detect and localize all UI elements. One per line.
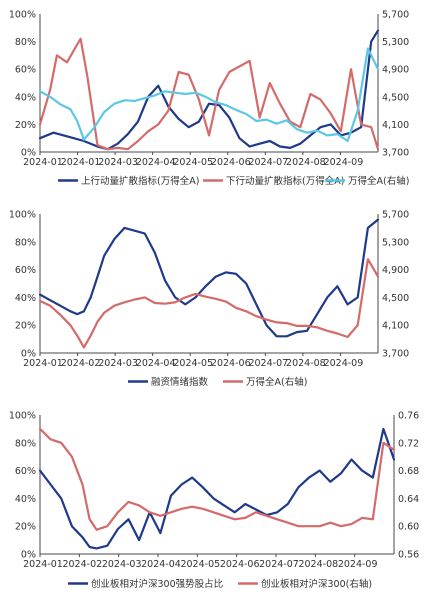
y2-tick-label: 5,300 bbox=[382, 37, 409, 48]
y-tick-label: 0% bbox=[21, 349, 36, 360]
y2-tick-label: 0.60 bbox=[398, 522, 419, 533]
y-tick-label: 100% bbox=[9, 210, 36, 221]
x-tick-label: 2024-06 bbox=[211, 358, 251, 369]
y2-tick-label: 4,100 bbox=[382, 321, 409, 332]
chart-panel-2: 0% 20% 40% 60% 80% 100% 3,700 4,100 4,500 4,900 5,… bbox=[9, 210, 409, 389]
y2-tick-label: 5,300 bbox=[382, 237, 409, 248]
y2-tick-label: 4,100 bbox=[382, 120, 409, 131]
legend-label: 上行动量扩散指标(万得全A) bbox=[81, 175, 199, 187]
x-tick-label: 2024-07 bbox=[259, 559, 299, 570]
series-line-2 bbox=[38, 37, 380, 151]
y-tick-label: 80% bbox=[15, 37, 36, 48]
x-tick-label: 2024-05 bbox=[173, 157, 213, 168]
x-tick-label: 2024-05 bbox=[173, 358, 213, 369]
x-tick-label: 2024-04 bbox=[136, 157, 176, 168]
y-tick-label: 60% bbox=[15, 265, 36, 276]
y2-tick-label: 0.68 bbox=[398, 466, 419, 477]
y2-tick-label: 5,700 bbox=[382, 210, 409, 221]
legend-label: 下行动量扩散指标(万得全A) bbox=[226, 175, 344, 187]
x-tick-label: 2024-09 bbox=[324, 358, 364, 369]
y-tick-label: 100% bbox=[9, 10, 36, 21]
legend-label: 创业板相对沪深300(右轴) bbox=[261, 578, 372, 590]
y2-tick-label: 0.76 bbox=[398, 411, 419, 422]
chart-panel-1: 0% 20% 40% 60% 80% 100% 3,700 4,100 4,500 4,900 5,… bbox=[9, 10, 410, 188]
chart-panel-3: 0% 20% 40% 60% 80% 100% 0.56 0.60 0.64 0.68 0.72 0.… bbox=[9, 411, 419, 591]
series-line-3 bbox=[38, 47, 380, 143]
x-tick-label: 2024-02 bbox=[61, 358, 101, 369]
y-tick-label: 40% bbox=[15, 293, 36, 304]
y2-tick-label: 0.72 bbox=[398, 438, 419, 449]
y2-tick-label: 4,900 bbox=[382, 265, 409, 276]
x-tick-label: 2024-07 bbox=[248, 358, 288, 369]
series-line-2 bbox=[38, 258, 380, 349]
x-tick-label: 2024-07 bbox=[248, 157, 288, 168]
series-line-1 bbox=[38, 427, 396, 550]
y-tick-label: 20% bbox=[15, 321, 36, 332]
series-line-2 bbox=[38, 427, 396, 531]
x-tick-label: 2024-03 bbox=[98, 157, 138, 168]
x-tick-label: 2024-03 bbox=[98, 358, 138, 369]
y-tick-label: 80% bbox=[15, 438, 36, 449]
y-tick-label: 0% bbox=[21, 148, 36, 159]
x-tick-label: 2024-01 bbox=[23, 559, 63, 570]
y-tick-label: 40% bbox=[15, 92, 36, 103]
y2-tick-label: 4,500 bbox=[382, 92, 409, 103]
legend-label: 融资情绪指数 bbox=[151, 376, 209, 388]
x-tick-label: 2024-06 bbox=[220, 559, 260, 570]
x-tick-label: 2024-08 bbox=[286, 157, 326, 168]
x-tick-label: 2024-02 bbox=[62, 559, 102, 570]
y-tick-label: 100% bbox=[9, 411, 36, 422]
y-tick-label: 20% bbox=[15, 120, 36, 131]
y-tick-label: 60% bbox=[15, 466, 36, 477]
y-tick-label: 0% bbox=[21, 550, 36, 561]
y2-tick-label: 3,700 bbox=[382, 148, 409, 159]
x-tick-label: 2024-08 bbox=[286, 358, 326, 369]
legend-label: 万得全A(右轴) bbox=[348, 175, 409, 187]
y2-tick-label: 3,700 bbox=[382, 349, 409, 360]
x-tick-label: 2024-06 bbox=[211, 157, 251, 168]
x-tick-label: 2024-01 bbox=[23, 157, 63, 168]
y-tick-label: 80% bbox=[15, 237, 36, 248]
y2-tick-label: 0.56 bbox=[398, 550, 419, 561]
y-tick-label: 20% bbox=[15, 522, 36, 533]
y-tick-label: 40% bbox=[15, 494, 36, 505]
x-tick-label: 2024-09 bbox=[324, 157, 364, 168]
y2-tick-label: 4,500 bbox=[382, 293, 409, 304]
y2-tick-label: 5,700 bbox=[382, 10, 409, 21]
legend-label: 万得全A(右轴) bbox=[246, 376, 307, 388]
legend-label: 创业板相对沪深300强势股占比 bbox=[91, 578, 223, 590]
x-tick-label: 2024-04 bbox=[136, 358, 176, 369]
x-tick-label: 2024-05 bbox=[180, 559, 220, 570]
y-tick-label: 60% bbox=[15, 65, 36, 76]
x-tick-label: 2024-01 bbox=[61, 157, 101, 168]
x-tick-label: 2024-01 bbox=[23, 358, 63, 369]
series-line-1 bbox=[38, 218, 380, 338]
y2-tick-label: 4,900 bbox=[382, 65, 409, 76]
y2-tick-label: 0.64 bbox=[398, 494, 419, 505]
x-tick-label: 2024-08 bbox=[298, 559, 338, 570]
x-tick-label: 2024-03 bbox=[102, 559, 142, 570]
x-tick-label: 2024-04 bbox=[141, 559, 181, 570]
x-tick-label: 2024-09 bbox=[338, 559, 378, 570]
